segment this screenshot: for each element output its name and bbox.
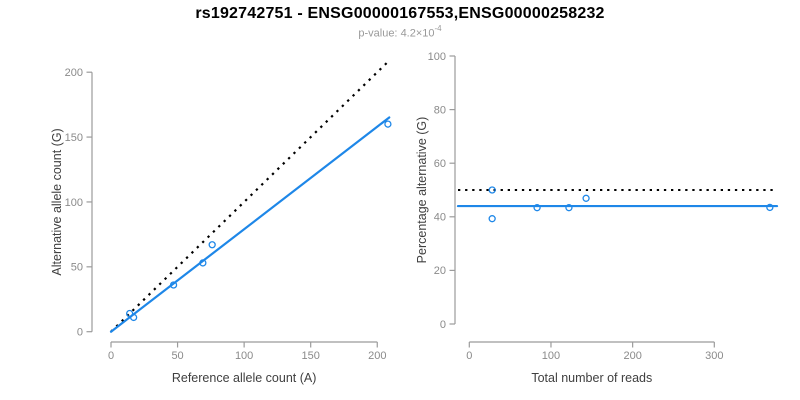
x-tick-label: 300: [705, 350, 723, 362]
y-tick-label: 60: [434, 158, 446, 170]
x-tick-label: 50: [171, 350, 183, 362]
y-tick-label: 20: [434, 265, 446, 277]
figure-subtitle: p-value: 4.2×10-4: [0, 24, 800, 40]
x-tick-label: 150: [302, 350, 320, 362]
data-point: [129, 313, 138, 322]
x-tick-label: 0: [108, 350, 114, 362]
y-tick-label: 100: [428, 51, 446, 63]
y-tick-label: 150: [65, 132, 83, 144]
x-tick-label: 200: [368, 350, 386, 362]
identity-line: [110, 62, 388, 333]
y-tick-label: 0: [440, 319, 446, 331]
data-point: [533, 204, 541, 212]
y-tick-label: 100: [65, 197, 83, 209]
x-tick-label: 100: [542, 350, 560, 362]
x-tick-label: 100: [235, 350, 253, 362]
data-point: [582, 194, 590, 202]
y-tick-label: 40: [434, 212, 446, 224]
data-point: [488, 186, 496, 194]
data-point: [766, 203, 774, 212]
y-axis-title: Alternative allele count (G): [50, 128, 64, 275]
y-tick-label: 80: [434, 104, 446, 116]
x-axis-title: Total number of reads: [531, 371, 652, 385]
data-point: [208, 241, 216, 249]
data-point: [199, 259, 207, 267]
x-axis-title: Reference allele count (A): [172, 371, 317, 385]
data-point: [169, 281, 178, 289]
x-tick-label: 200: [623, 350, 641, 362]
y-tick-label: 0: [77, 327, 83, 339]
right-plot: 0 20 40 60 80 100 0 100 200 300 Percentage alterna…: [415, 51, 779, 385]
fit-line: [109, 116, 391, 333]
data-point: [384, 120, 392, 128]
data-point: [125, 309, 134, 318]
y-tick-label: 50: [71, 262, 83, 274]
p-value-label: p-value:: [358, 27, 398, 40]
data-point: [488, 215, 496, 223]
x-tick-label: 0: [466, 350, 472, 362]
left-plot: 0 50 100 150 200 0 50 100 150 200 Alternative alle…: [50, 62, 392, 385]
p-value-base: 4.2×10: [400, 27, 435, 40]
y-axis-title: Percentage alternative (G): [415, 117, 429, 264]
data-point: [565, 204, 573, 212]
y-tick-label: 200: [65, 67, 83, 79]
figure-title: rs192742751 - ENSG00000167553,ENSG000002…: [195, 5, 605, 22]
p-value-exponent: -4: [434, 24, 442, 33]
